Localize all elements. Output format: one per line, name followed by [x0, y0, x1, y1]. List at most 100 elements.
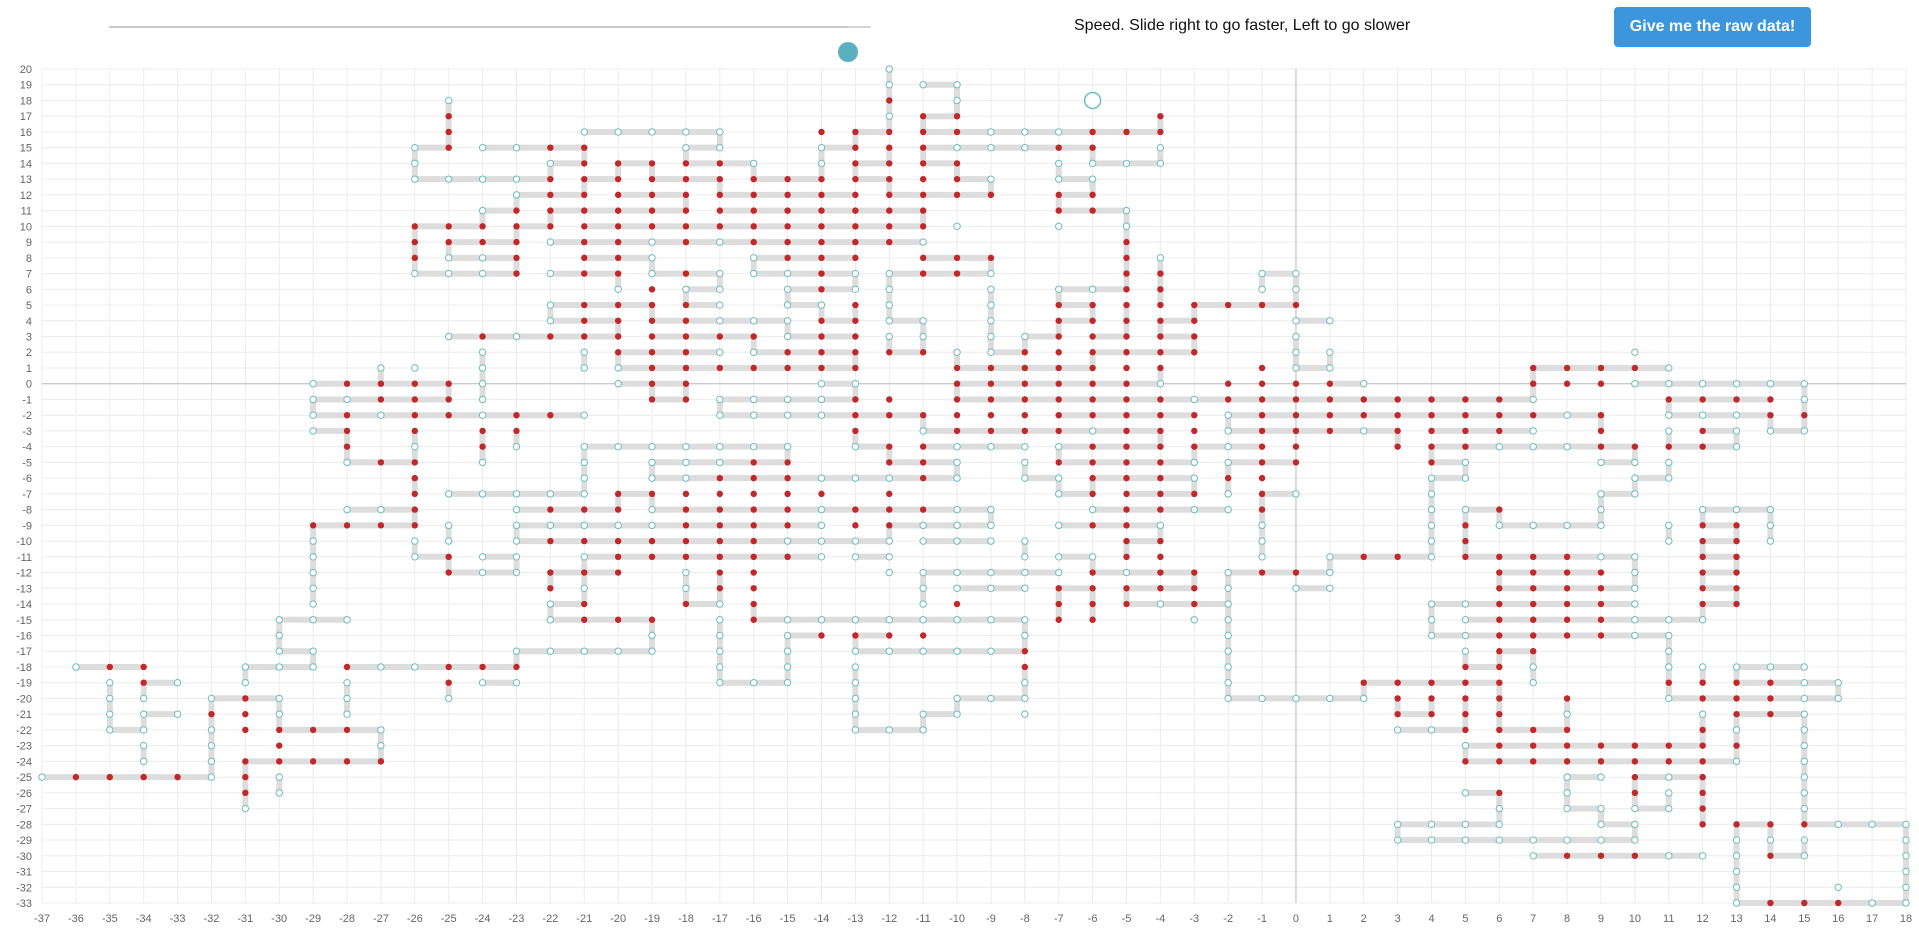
repeat-visit-point — [1563, 585, 1571, 592]
visit-point — [1665, 474, 1673, 482]
repeat-visit-point — [1123, 427, 1130, 435]
visit-point — [275, 694, 283, 703]
visit-point — [309, 616, 317, 624]
repeat-visit-point — [852, 632, 859, 639]
visit-point — [851, 647, 860, 655]
y-tick-label: 10 — [20, 221, 32, 233]
random-walk-chart: -37 -36 -35 -34 -33 -32 -31 -30 -29 -28 -27 -26 -25-… — [16, 64, 1912, 925]
repeat-visit-point — [1089, 364, 1096, 372]
visit-point — [1766, 505, 1775, 514]
repeat-visit-point — [1157, 537, 1164, 545]
repeat-visit-point — [1462, 553, 1469, 561]
visit-point — [241, 663, 250, 671]
repeat-visit-point — [513, 207, 520, 214]
visit-point — [1597, 505, 1605, 514]
repeat-visit-point — [648, 301, 656, 309]
visit-point — [1055, 474, 1063, 482]
repeat-visit-point — [1496, 616, 1503, 623]
repeat-visit-point — [1496, 585, 1503, 592]
visit-point — [1698, 505, 1707, 514]
visit-point — [1800, 757, 1809, 766]
repeat-visit-point — [445, 380, 452, 387]
repeat-visit-point — [1157, 396, 1164, 403]
repeat-visit-point — [682, 522, 690, 529]
visit-point — [1766, 836, 1775, 844]
repeat-visit-point — [1631, 742, 1639, 749]
visit-point — [343, 458, 351, 467]
visit-point — [1563, 411, 1571, 419]
visit-point — [444, 521, 453, 530]
repeat-visit-point — [377, 758, 385, 765]
repeat-visit-point — [682, 349, 690, 356]
y-tick-label: 14 — [20, 158, 32, 170]
repeat-visit-point — [1530, 600, 1537, 608]
raw-data-button[interactable]: Give me the raw data! — [1614, 7, 1811, 47]
repeat-visit-point — [852, 333, 859, 340]
repeat-visit-point — [716, 364, 724, 372]
repeat-visit-point — [445, 144, 452, 151]
repeat-visit-point — [886, 175, 893, 183]
visit-point — [1055, 490, 1063, 498]
repeat-visit-point — [1699, 600, 1706, 608]
visit-point — [1393, 836, 1402, 844]
visit-point — [1088, 159, 1097, 168]
visit-point — [580, 521, 588, 530]
repeat-visit-point — [1563, 758, 1571, 765]
repeat-visit-point — [1767, 821, 1774, 828]
repeat-visit-point — [1699, 789, 1706, 797]
repeat-visit-point — [242, 726, 249, 734]
visit-point — [1156, 380, 1165, 388]
visit-point — [546, 159, 555, 168]
repeat-visit-point — [1563, 742, 1571, 749]
visit-point — [1055, 442, 1063, 451]
repeat-visit-point — [513, 411, 520, 419]
visit-point — [411, 364, 419, 372]
repeat-visit-point — [343, 663, 351, 671]
repeat-visit-point — [919, 113, 927, 120]
visit-point — [953, 537, 961, 545]
y-tick-label: -30 — [16, 851, 32, 863]
y-tick-label: -5 — [22, 457, 32, 469]
visit-point — [512, 568, 521, 577]
y-tick-label: -15 — [16, 615, 32, 627]
repeat-visit-point — [1191, 333, 1198, 340]
repeat-visit-point — [1767, 411, 1774, 419]
repeat-visit-point — [581, 270, 588, 277]
repeat-visit-point — [1462, 726, 1469, 734]
speed-slider-thumb[interactable] — [838, 42, 859, 62]
visit-point — [953, 647, 961, 655]
repeat-visit-point — [716, 522, 724, 529]
visit-point — [1427, 474, 1436, 482]
speed-slider[interactable] — [109, 26, 871, 62]
visit-point — [275, 631, 283, 640]
repeat-visit-point — [750, 207, 757, 214]
visit-point — [1698, 380, 1707, 388]
repeat-visit-point — [1191, 349, 1198, 356]
repeat-visit-point — [750, 585, 757, 592]
repeat-visit-point — [1123, 364, 1130, 372]
repeat-visit-point — [1021, 380, 1029, 387]
visit-point — [817, 143, 826, 152]
visit-point — [546, 616, 555, 624]
repeat-visit-point — [886, 207, 893, 214]
repeat-visit-point — [1055, 600, 1062, 608]
visit-point — [885, 537, 893, 545]
visit-point — [1665, 804, 1673, 813]
repeat-visit-point — [682, 317, 690, 324]
repeat-visit-point — [445, 663, 452, 671]
visit-point — [1631, 616, 1639, 624]
visit-point — [919, 568, 927, 577]
x-tick-label: -20 — [610, 913, 626, 925]
visit-point — [1427, 616, 1436, 624]
repeat-visit-point — [1157, 301, 1164, 309]
repeat-visit-point — [581, 175, 588, 183]
repeat-visit-point — [886, 632, 893, 639]
repeat-visit-point — [1530, 742, 1537, 749]
repeat-visit-point — [581, 600, 588, 608]
repeat-visit-point — [1699, 758, 1706, 765]
repeat-visit-point — [682, 553, 690, 561]
repeat-visit-point — [886, 144, 893, 151]
repeat-visit-point — [1089, 333, 1096, 340]
visit-point — [139, 694, 148, 703]
visit-point — [444, 254, 453, 262]
